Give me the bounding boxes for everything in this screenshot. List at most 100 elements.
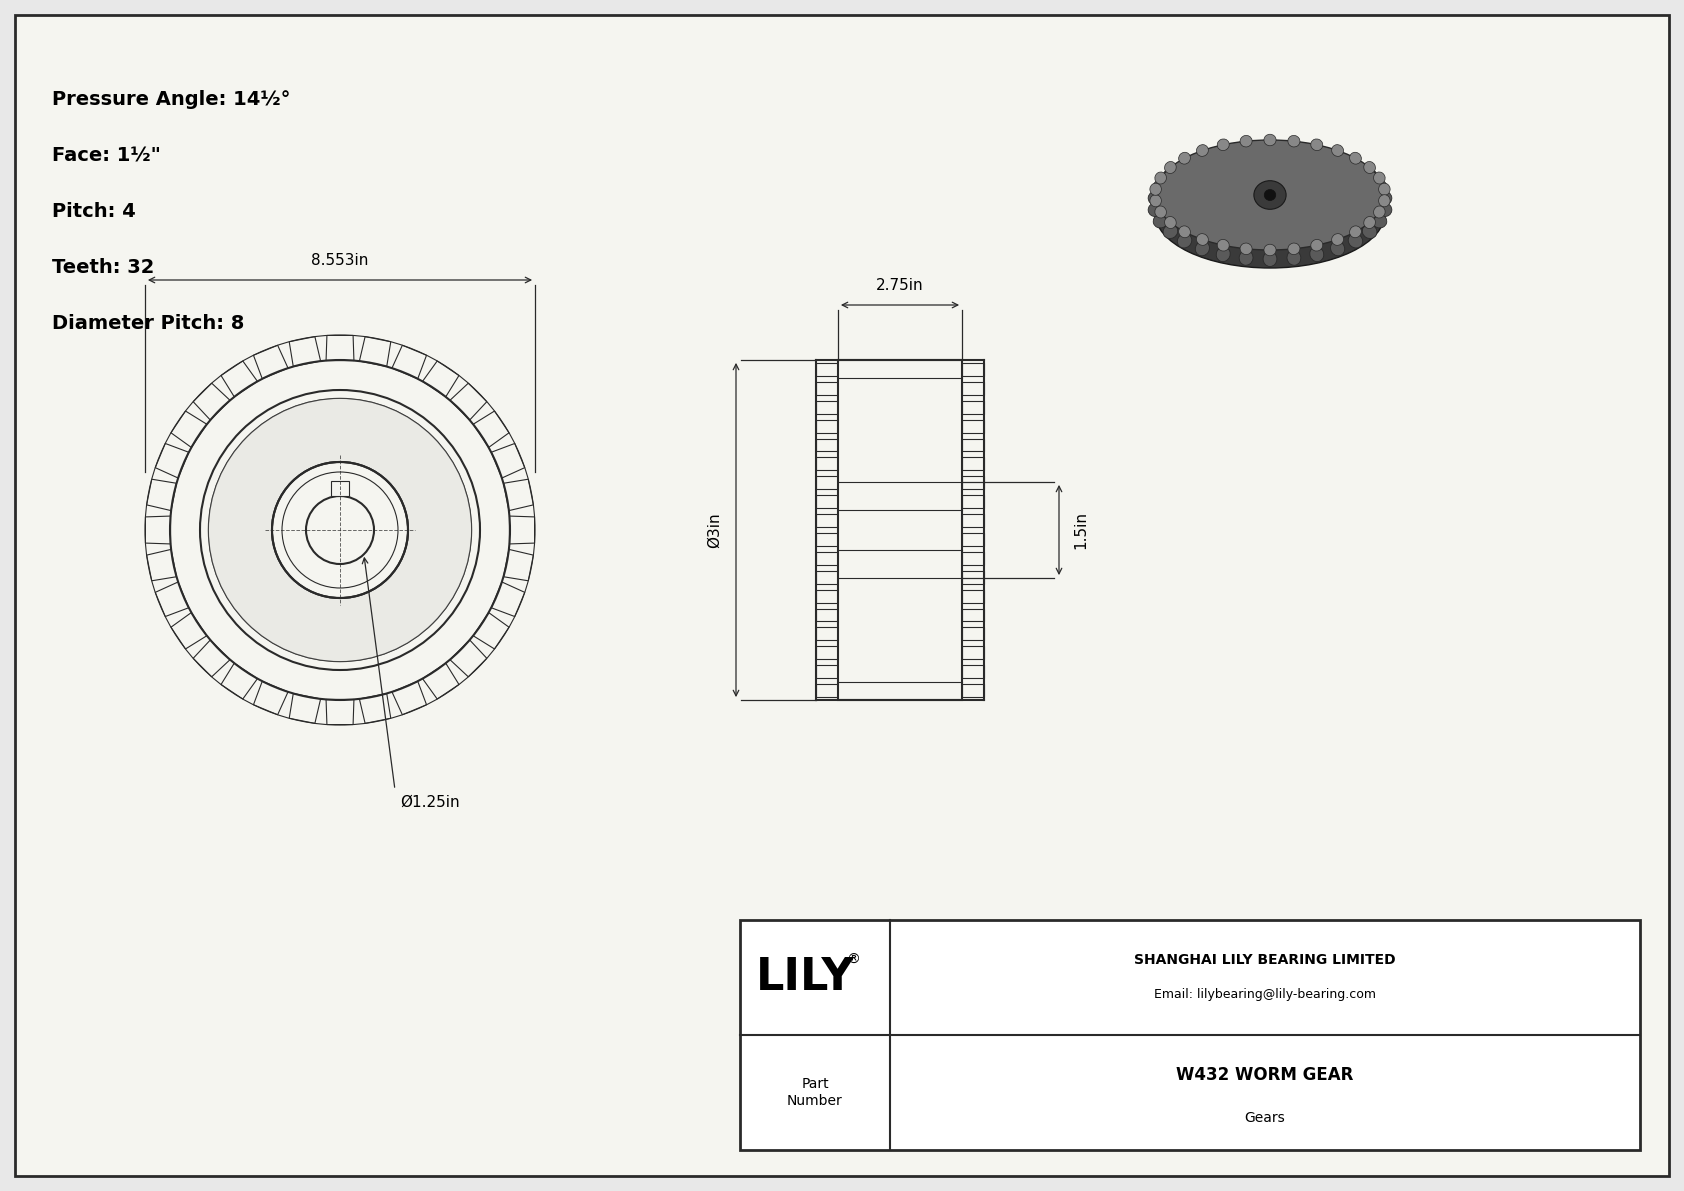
Ellipse shape (1179, 152, 1191, 164)
Ellipse shape (1154, 180, 1169, 194)
Bar (962, 363, 983, 376)
Text: Diameter Pitch: 8: Diameter Pitch: 8 (52, 314, 244, 333)
Ellipse shape (1265, 244, 1276, 256)
Ellipse shape (1332, 144, 1344, 156)
Text: Email: lilybearing@lily-bearing.com: Email: lilybearing@lily-bearing.com (1154, 989, 1376, 1002)
Bar (962, 401, 983, 413)
Ellipse shape (1164, 169, 1177, 183)
Text: LILY: LILY (756, 956, 854, 999)
Polygon shape (327, 336, 354, 361)
Ellipse shape (1349, 152, 1361, 164)
Polygon shape (492, 443, 525, 478)
Bar (817, 419, 839, 432)
Bar (330, 481, 349, 495)
Bar (962, 457, 983, 470)
Ellipse shape (1218, 139, 1229, 150)
Polygon shape (290, 693, 320, 723)
Ellipse shape (1378, 192, 1393, 205)
Polygon shape (473, 411, 509, 448)
Ellipse shape (1330, 242, 1346, 256)
Ellipse shape (1148, 192, 1164, 205)
Bar (962, 534, 983, 545)
Bar (962, 666, 983, 678)
Polygon shape (221, 361, 258, 397)
Circle shape (273, 462, 408, 598)
Text: SHANGHAI LILY BEARING LIMITED: SHANGHAI LILY BEARING LIMITED (1135, 953, 1396, 967)
Bar (817, 590, 839, 603)
Ellipse shape (1255, 181, 1287, 210)
Polygon shape (327, 699, 354, 724)
Ellipse shape (1196, 233, 1209, 245)
Ellipse shape (1379, 183, 1389, 195)
Bar (962, 609, 983, 622)
Bar (817, 457, 839, 470)
Ellipse shape (1196, 242, 1209, 256)
Polygon shape (510, 516, 534, 544)
Polygon shape (473, 612, 509, 649)
Bar (817, 495, 839, 509)
Bar (962, 476, 983, 490)
Bar (739, 919, 1640, 1151)
Text: Pitch: 4: Pitch: 4 (52, 202, 136, 222)
Polygon shape (254, 345, 288, 379)
Polygon shape (155, 443, 189, 478)
Text: Part
Number: Part Number (786, 1078, 844, 1108)
Polygon shape (254, 681, 288, 715)
Ellipse shape (1310, 239, 1322, 251)
Ellipse shape (1362, 224, 1378, 238)
Polygon shape (147, 549, 177, 581)
Text: 8.553in: 8.553in (312, 252, 369, 268)
Polygon shape (504, 479, 534, 511)
Text: Gears: Gears (1244, 1111, 1285, 1124)
Bar (817, 609, 839, 622)
Ellipse shape (1379, 194, 1389, 207)
Polygon shape (221, 663, 258, 699)
Text: Ø1.25in: Ø1.25in (401, 796, 460, 810)
Ellipse shape (1148, 202, 1164, 217)
Ellipse shape (1150, 183, 1162, 195)
Polygon shape (450, 384, 487, 420)
Polygon shape (155, 582, 189, 617)
Bar (962, 438, 983, 451)
Ellipse shape (1165, 162, 1175, 174)
Ellipse shape (1155, 158, 1384, 268)
Polygon shape (359, 693, 391, 723)
Text: Ø3in: Ø3in (707, 512, 722, 548)
Text: Pressure Angle: 14½°: Pressure Angle: 14½° (52, 91, 291, 110)
Bar (962, 628, 983, 641)
Ellipse shape (1265, 135, 1276, 145)
Text: 2.75in: 2.75in (876, 278, 925, 293)
Ellipse shape (1349, 226, 1361, 238)
Ellipse shape (1239, 250, 1253, 266)
Bar (962, 551, 983, 565)
Text: ®: ® (845, 953, 861, 967)
Bar (962, 515, 983, 526)
Ellipse shape (1263, 251, 1276, 267)
Ellipse shape (1287, 250, 1300, 266)
Polygon shape (392, 345, 426, 379)
Ellipse shape (1263, 142, 1276, 156)
Ellipse shape (1164, 224, 1177, 238)
Polygon shape (194, 640, 231, 676)
Ellipse shape (1349, 160, 1362, 174)
Polygon shape (290, 337, 320, 367)
Ellipse shape (1310, 146, 1324, 161)
Ellipse shape (1378, 202, 1393, 217)
Ellipse shape (1155, 141, 1384, 250)
Ellipse shape (1265, 189, 1276, 200)
Ellipse shape (1287, 143, 1300, 157)
Polygon shape (172, 612, 207, 649)
Polygon shape (423, 361, 460, 397)
Bar (817, 401, 839, 413)
Ellipse shape (1364, 162, 1376, 174)
Ellipse shape (1239, 243, 1253, 255)
Ellipse shape (1310, 139, 1322, 150)
Text: 1.5in: 1.5in (1073, 511, 1088, 549)
Polygon shape (492, 582, 525, 617)
Ellipse shape (1239, 136, 1253, 146)
Ellipse shape (1362, 169, 1378, 183)
Text: Teeth: 32: Teeth: 32 (52, 258, 155, 278)
Ellipse shape (1154, 214, 1169, 227)
Bar (817, 363, 839, 376)
Polygon shape (147, 479, 177, 511)
